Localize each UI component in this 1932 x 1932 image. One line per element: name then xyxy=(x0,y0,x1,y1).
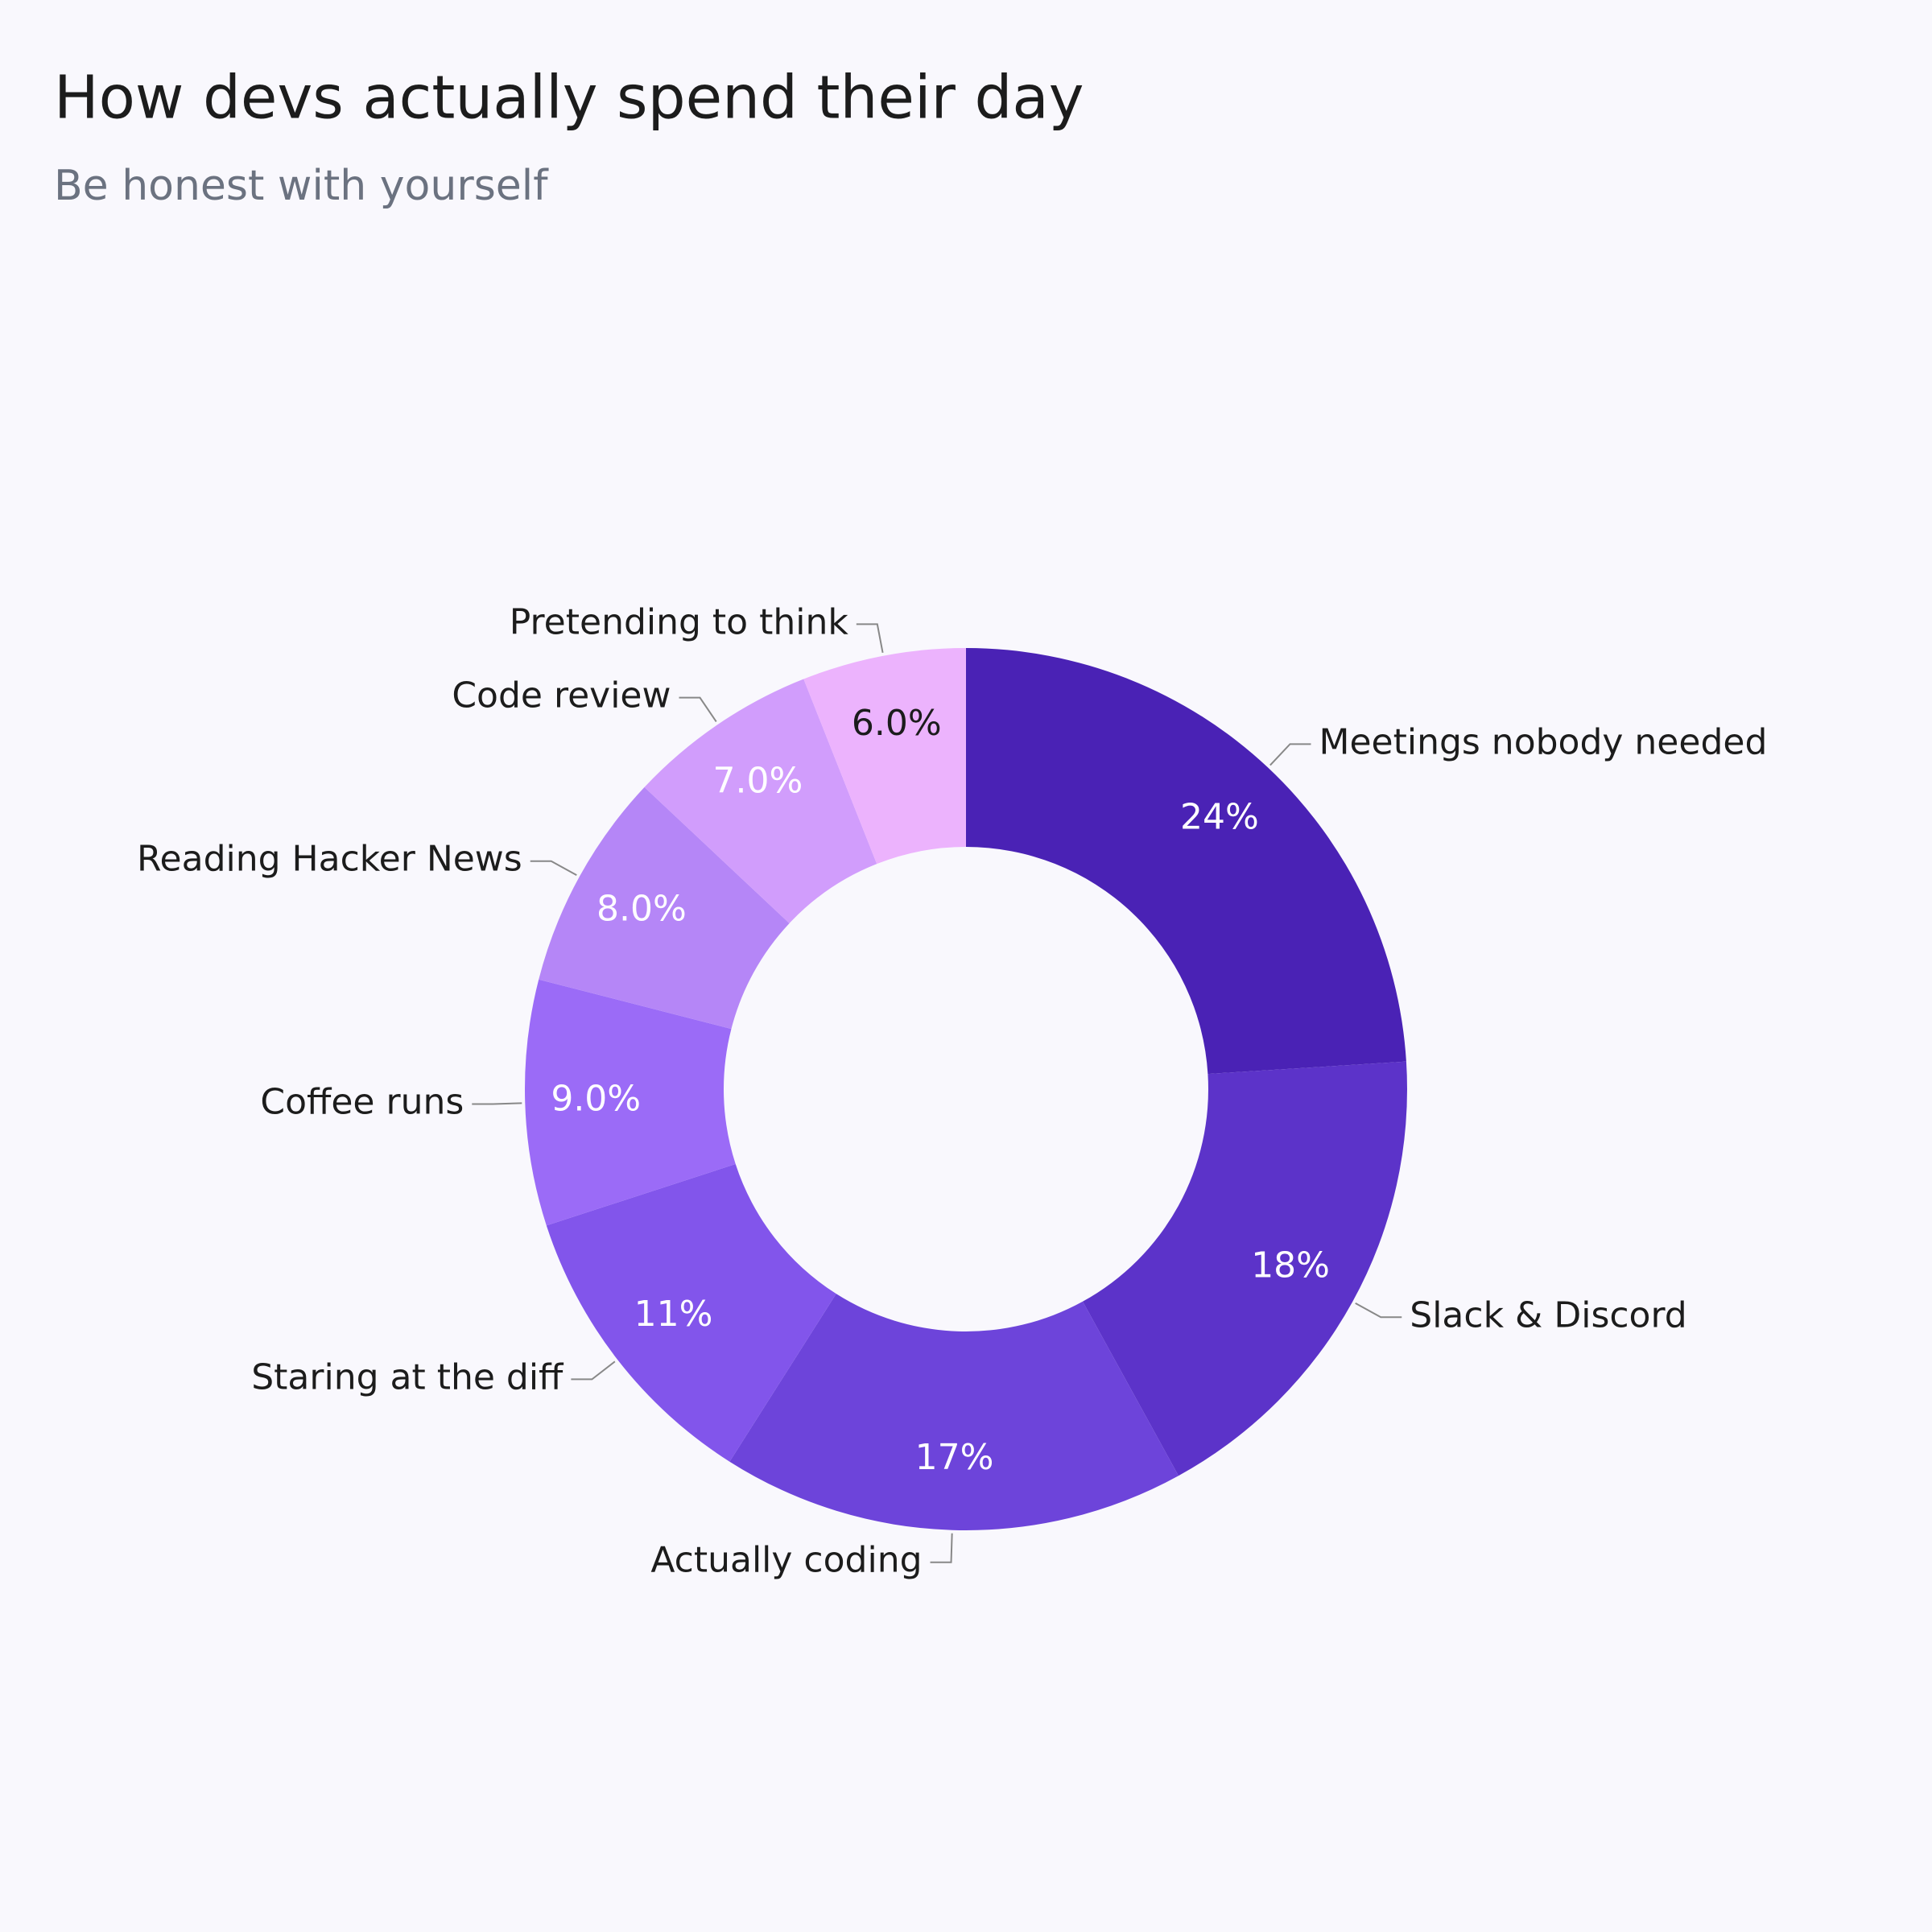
category-label: Coffee runs xyxy=(260,1081,464,1122)
value-label: 7.0% xyxy=(713,761,803,802)
slice xyxy=(546,1164,836,1462)
category-label: Actually coding xyxy=(650,1540,922,1581)
category-label: Code review xyxy=(452,675,671,716)
slice xyxy=(803,648,966,865)
slice xyxy=(729,1294,1179,1530)
leader-line xyxy=(856,623,884,653)
slice xyxy=(644,679,877,923)
leader-line xyxy=(571,1360,616,1381)
value-label: 17% xyxy=(915,1437,994,1478)
leader-line xyxy=(1269,743,1311,766)
leader-line xyxy=(679,696,717,723)
leader-line xyxy=(472,1102,522,1105)
leader-line xyxy=(1355,1302,1402,1319)
category-label: Pretending to think xyxy=(510,601,849,642)
category-label: Reading Hacker News xyxy=(137,839,522,880)
slice xyxy=(1083,1061,1407,1476)
value-label: 18% xyxy=(1251,1245,1330,1286)
value-label: 11% xyxy=(634,1294,713,1335)
leader-line xyxy=(930,1533,953,1563)
value-label: 24% xyxy=(1180,797,1259,838)
category-label: Staring at the diff xyxy=(251,1356,564,1397)
value-label: 9.0% xyxy=(551,1078,641,1119)
value-label: 6.0% xyxy=(852,703,942,744)
value-label: 8.0% xyxy=(597,888,687,929)
slice xyxy=(524,979,736,1226)
category-label: Meetings nobody needed xyxy=(1319,721,1768,762)
slice xyxy=(539,786,790,1030)
chart-subtitle: Be honest with yourself xyxy=(54,162,549,210)
leader-line xyxy=(530,860,577,876)
slice xyxy=(966,648,1406,1075)
chart-title: How devs actually spend their day xyxy=(54,64,1084,133)
category-label: Slack & Discord xyxy=(1410,1294,1686,1335)
